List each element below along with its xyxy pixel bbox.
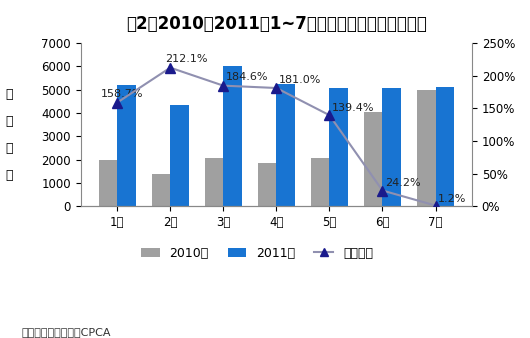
Bar <box>205 158 223 206</box>
Text: 24.2%: 24.2% <box>385 178 421 188</box>
Text: 158.7%: 158.7% <box>101 89 144 99</box>
Text: ：: ： <box>5 142 13 155</box>
Bar <box>258 163 276 206</box>
Bar <box>417 90 436 206</box>
Text: 来源：盖世汽车网，CPCA: 来源：盖世汽车网，CPCA <box>21 327 111 337</box>
Text: 139.4%: 139.4% <box>332 103 375 113</box>
Bar <box>99 160 117 206</box>
Text: 位: 位 <box>5 115 13 128</box>
Bar <box>436 87 454 206</box>
Title: 图2：2010和2011年1~7月北京奔驰销量及增速变化: 图2：2010和2011年1~7月北京奔驰销量及增速变化 <box>126 15 427 33</box>
Text: 辆: 辆 <box>5 169 13 182</box>
Legend: 2010年, 2011年, 同比增速: 2010年, 2011年, 同比增速 <box>136 242 378 265</box>
Bar <box>117 86 136 206</box>
Bar <box>330 88 348 206</box>
Bar <box>152 174 170 206</box>
Bar <box>364 112 383 206</box>
Bar <box>223 66 242 206</box>
Text: 1.2%: 1.2% <box>438 194 466 203</box>
Bar <box>311 158 330 206</box>
Bar <box>170 105 189 206</box>
Text: 单: 单 <box>5 88 13 101</box>
Bar <box>383 88 401 206</box>
Text: 184.6%: 184.6% <box>226 72 269 82</box>
Text: 212.1%: 212.1% <box>165 54 207 64</box>
Text: 181.0%: 181.0% <box>279 75 321 85</box>
Bar <box>276 84 295 206</box>
